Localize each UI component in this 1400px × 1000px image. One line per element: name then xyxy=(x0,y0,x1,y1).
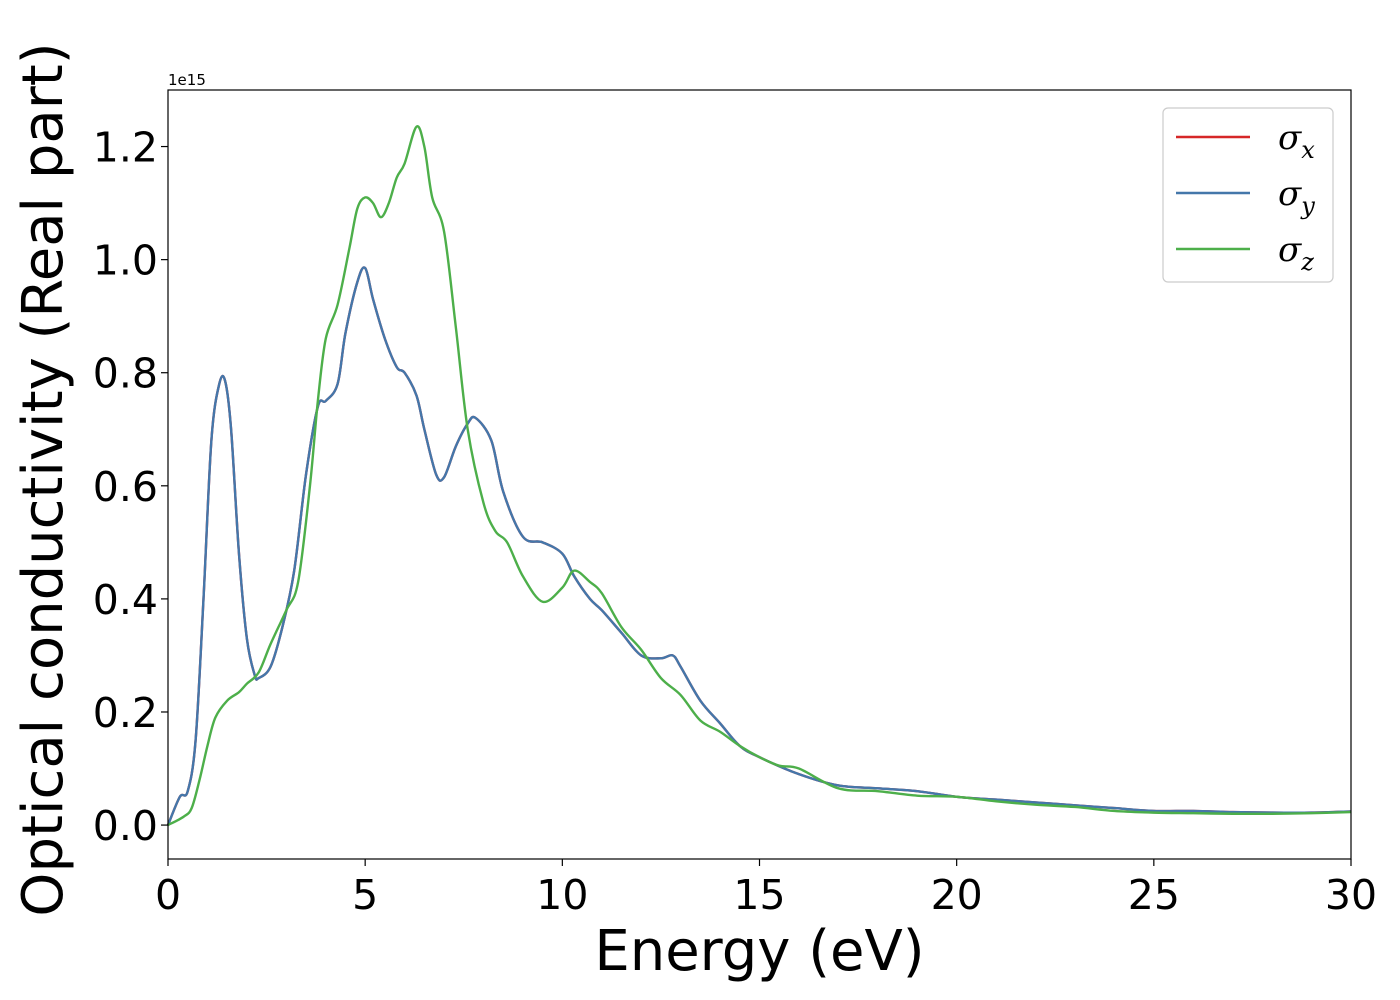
series-line-z xyxy=(167,125,1352,827)
legend-frame xyxy=(1162,107,1334,283)
x-tick-label: 20 xyxy=(931,871,983,919)
y-offset-label: 1e15 xyxy=(168,71,206,89)
y-tick-label: 0.4 xyxy=(93,576,158,624)
y-tick-label: 0.0 xyxy=(93,802,158,850)
legend-label-y: σy xyxy=(1278,174,1315,220)
x-axis: 0 5 10 15 20 25 30 xyxy=(155,859,1377,919)
y-axis-title: Optical conductivity (Real part) xyxy=(11,42,76,916)
legend-label-z: σz xyxy=(1278,230,1314,276)
series-line-y xyxy=(166,266,1352,826)
y-tick-label: 0.2 xyxy=(93,689,158,737)
x-tick-label: 30 xyxy=(1325,871,1377,919)
y-tick-label: 0.8 xyxy=(93,350,158,398)
x-tick-label: 5 xyxy=(352,871,378,919)
x-axis-title: Energy (eV) xyxy=(594,919,924,984)
legend: σx σy σz xyxy=(1162,107,1334,283)
y-tick-label: 1.0 xyxy=(93,237,158,285)
y-axis: 0.0 0.2 0.4 0.6 0.8 1.0 1.2 xyxy=(93,124,168,850)
x-tick-label: 25 xyxy=(1128,871,1180,919)
x-tick-label: 10 xyxy=(536,871,588,919)
series-line-x xyxy=(166,266,1352,826)
x-tick-label: 15 xyxy=(733,871,785,919)
y-tick-label: 0.6 xyxy=(93,463,158,511)
series-group xyxy=(166,125,1352,827)
y-tick-label: 1.2 xyxy=(93,124,158,172)
legend-label-x: σx xyxy=(1278,118,1315,164)
x-tick-label: 0 xyxy=(155,871,181,919)
